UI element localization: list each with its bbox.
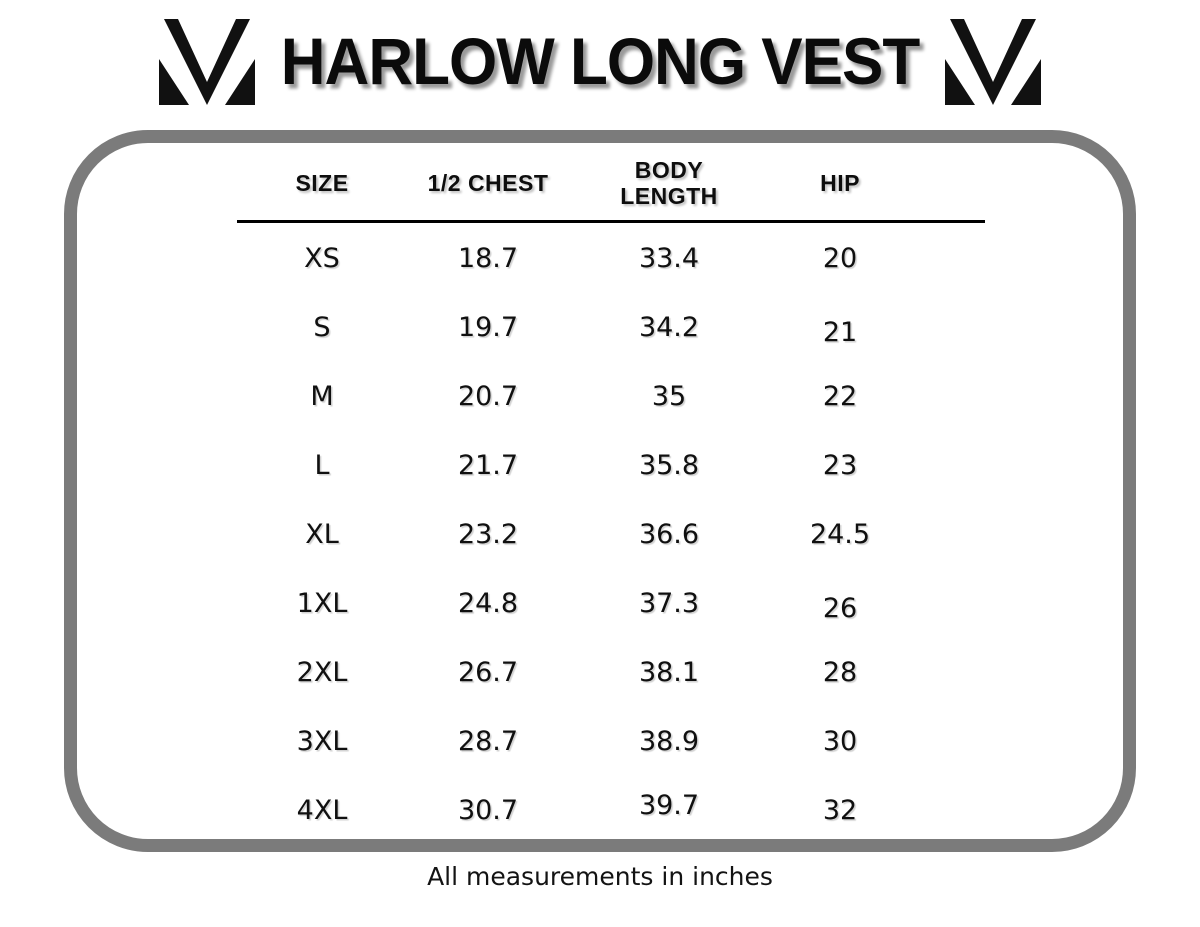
- cell-body-length: 38.9: [638, 726, 700, 757]
- cell-hip: 20: [822, 243, 858, 274]
- cell-hip: 26: [822, 593, 858, 624]
- table-row-xs: XS 18.7 33.4 20: [237, 224, 985, 293]
- cell-hip: 23: [822, 450, 858, 481]
- cell-half-chest: 26.7: [457, 657, 519, 688]
- size-chart-frame: [64, 130, 1136, 852]
- table-row-1xl: 1XL 24.8 37.3 26: [237, 569, 985, 638]
- cell-size: 2XL: [296, 657, 348, 688]
- column-header-size: SIZE: [237, 170, 407, 196]
- cell-hip: 30: [822, 726, 858, 757]
- column-header-half-chest: 1/2 CHEST: [407, 170, 569, 196]
- table-row-l: L 21.7 35.8 23: [237, 431, 985, 500]
- header: HARLOW LONG VEST: [0, 12, 1200, 112]
- table-body: XS 18.7 33.4 20 S 19.7 34.2 21 M 20.7 35…: [237, 224, 985, 845]
- column-header-hip: HIP: [769, 170, 985, 196]
- cell-body-length: 34.2: [638, 312, 700, 343]
- cell-body-length: 35.8: [638, 450, 700, 481]
- table-row-4xl: 4XL 30.7 39.7 32: [237, 776, 985, 845]
- cell-half-chest: 23.2: [457, 519, 519, 550]
- cell-size: 4XL: [296, 795, 348, 826]
- size-table: SIZE 1/2 CHEST BODY LENGTH HIP XS 18.7 3…: [237, 150, 985, 845]
- column-header-half-chest-label: 1/2 CHEST: [427, 169, 549, 196]
- cell-body-length: 36.6: [638, 519, 700, 550]
- table-row-m: M 20.7 35 22: [237, 362, 985, 431]
- cell-size: XS: [304, 243, 340, 274]
- m-monogram-icon: [945, 18, 1042, 106]
- m-monogram-icon: [158, 18, 255, 106]
- cell-body-length: 39.7: [638, 790, 700, 821]
- cell-hip: 32: [822, 795, 858, 826]
- cell-hip: 21: [822, 317, 858, 348]
- cell-body-length: 35: [651, 381, 687, 412]
- cell-half-chest: 30.7: [457, 795, 519, 826]
- table-row-2xl: 2XL 26.7 38.1 28: [237, 638, 985, 707]
- measurement-note: All measurements in inches: [427, 862, 773, 891]
- column-header-body-length-label: BODY LENGTH: [620, 156, 718, 209]
- cell-body-length: 33.4: [638, 243, 700, 274]
- cell-body-length: 38.1: [638, 657, 700, 688]
- table-row-3xl: 3XL 28.7 38.9 30: [237, 707, 985, 776]
- cell-size: 1XL: [296, 588, 348, 619]
- cell-size: L: [314, 450, 330, 481]
- cell-half-chest: 19.7: [457, 312, 519, 343]
- column-header-hip-label: HIP: [820, 169, 860, 196]
- cell-size: S: [313, 312, 331, 343]
- cell-hip: 28: [822, 657, 858, 688]
- cell-hip: 24.5: [809, 519, 871, 550]
- cell-half-chest: 24.8: [457, 588, 519, 619]
- page-title: HARLOW LONG VEST: [280, 25, 920, 99]
- cell-half-chest: 28.7: [457, 726, 519, 757]
- cell-size: XL: [305, 519, 339, 550]
- table-row-s: S 19.7 34.2 21: [237, 293, 985, 362]
- table-row-xl: XL 23.2 36.6 24.5: [237, 500, 985, 569]
- column-header-size-label: SIZE: [295, 169, 349, 196]
- table-header-row: SIZE 1/2 CHEST BODY LENGTH HIP: [237, 150, 985, 223]
- cell-half-chest: 20.7: [457, 381, 519, 412]
- column-header-body-length: BODY LENGTH: [569, 157, 769, 210]
- cell-size: 3XL: [296, 726, 348, 757]
- cell-size: M: [310, 381, 334, 412]
- cell-body-length: 37.3: [638, 588, 700, 619]
- cell-half-chest: 18.7: [457, 243, 519, 274]
- cell-half-chest: 21.7: [457, 450, 519, 481]
- cell-hip: 22: [822, 381, 858, 412]
